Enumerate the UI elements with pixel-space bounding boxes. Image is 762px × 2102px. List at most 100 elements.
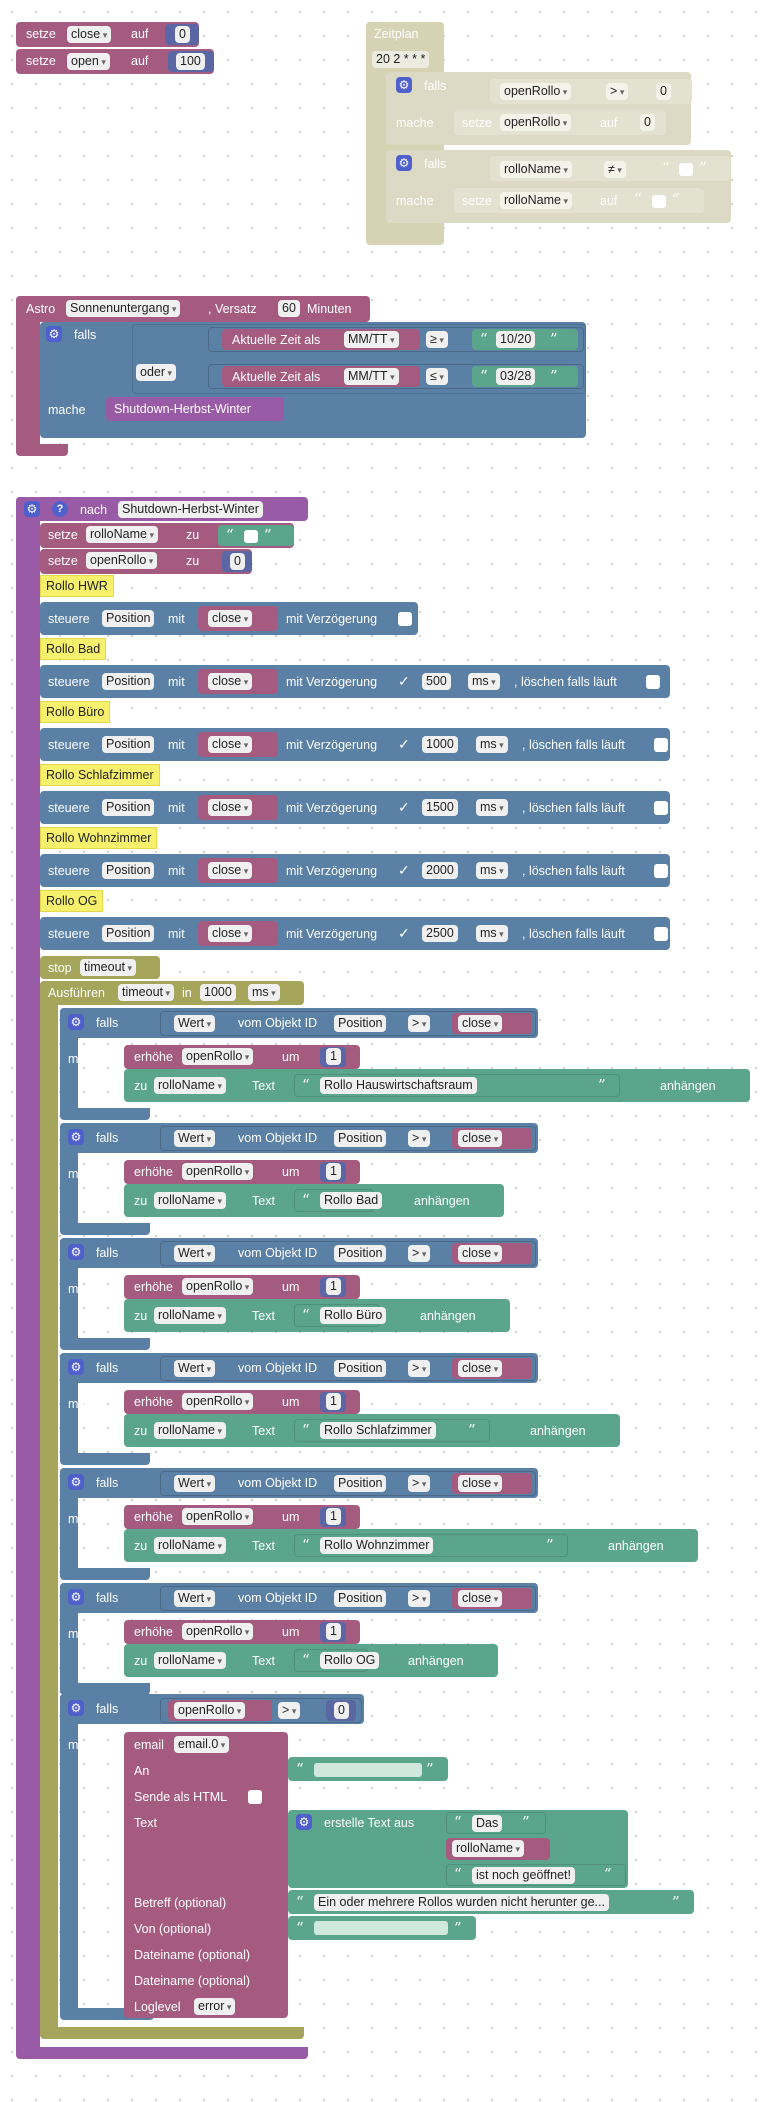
operator-dropdown[interactable]: >	[606, 83, 629, 100]
checkmark-icon[interactable]: ✓	[398, 862, 410, 878]
text-field[interactable]: Rollo Wohnzimmer	[320, 1537, 434, 1554]
var-dropdown[interactable]: openRollo	[500, 83, 572, 100]
offset-field[interactable]: 60	[278, 300, 300, 317]
format-dropdown[interactable]: MM/TT	[344, 368, 399, 385]
operator-dropdown[interactable]: >	[408, 1130, 431, 1147]
var-dropdown[interactable]: close	[208, 799, 253, 816]
procedure-call-block[interactable]	[106, 397, 284, 421]
clear-checkbox[interactable]	[646, 675, 660, 689]
var-dropdown[interactable]: close	[208, 925, 253, 942]
var-dropdown[interactable]: openRollo	[182, 1393, 254, 1410]
value-dropdown[interactable]: Wert	[174, 1360, 216, 1377]
delay-field[interactable]: 500	[422, 673, 451, 690]
text-field[interactable]: Rollo OG	[320, 1652, 380, 1669]
var-dropdown[interactable]: rolloName	[154, 1077, 226, 1094]
var-dropdown[interactable]: openRollo	[182, 1623, 254, 1640]
execute-timeout-block[interactable]	[40, 981, 58, 2037]
unit-dropdown[interactable]: ms	[476, 736, 508, 753]
unit-dropdown[interactable]: ms	[468, 673, 500, 690]
state-field[interactable]: Position	[102, 610, 155, 627]
gear-icon[interactable]: ⚙	[296, 1814, 312, 1830]
object-id-field[interactable]: Position	[334, 1130, 387, 1147]
object-id-field[interactable]: Position	[334, 1590, 387, 1607]
html-checkbox[interactable]	[248, 1790, 262, 1804]
checkmark-icon[interactable]: ✓	[398, 736, 410, 752]
subject-field[interactable]: Ein oder mehrere Rollos wurden nicht her…	[314, 1894, 609, 1911]
gear-icon[interactable]: ⚙	[68, 1244, 84, 1260]
delay-field[interactable]: 1500	[422, 799, 458, 816]
gear-icon[interactable]: ⚙	[46, 326, 62, 342]
text-field[interactable]: 10/20	[496, 331, 536, 348]
timeout-dropdown[interactable]: timeout	[118, 984, 175, 1001]
number-field[interactable]: 100	[176, 53, 205, 70]
number-field[interactable]: 1	[326, 1623, 341, 1640]
comment-2[interactable]: Rollo Büro	[40, 701, 111, 723]
operator-dropdown[interactable]: >	[408, 1475, 431, 1492]
value-dropdown[interactable]: Wert	[174, 1590, 216, 1607]
empty-text-field[interactable]	[244, 530, 258, 543]
var-dropdown[interactable]: close	[458, 1590, 503, 1607]
email-block[interactable]	[124, 1732, 288, 2018]
var-dropdown[interactable]: close	[458, 1360, 503, 1377]
delay-field[interactable]: 2000	[422, 862, 458, 879]
if-block[interactable]	[60, 1694, 78, 2016]
state-field[interactable]: Position	[102, 673, 155, 690]
email-instance-dropdown[interactable]: email.0	[174, 1736, 230, 1753]
var-dropdown[interactable]: openRollo	[86, 552, 158, 569]
text-field[interactable]: Rollo Hauswirtschaftsraum	[320, 1077, 477, 1094]
gear-icon[interactable]: ⚙	[68, 1589, 84, 1605]
gear-icon[interactable]: ⚙	[396, 155, 412, 171]
object-id-field[interactable]: Position	[334, 1015, 387, 1032]
procedure-definition-block[interactable]	[16, 497, 40, 2057]
var-dropdown-close[interactable]: close	[67, 26, 112, 43]
value-dropdown[interactable]: Wert	[174, 1015, 216, 1032]
astro-event-dropdown[interactable]: Sonnenuntergang	[66, 300, 181, 317]
delay-checkbox[interactable]	[398, 612, 412, 626]
text-field[interactable]: ist noch geöffnet!	[472, 1867, 575, 1884]
var-dropdown[interactable]: close	[458, 1245, 503, 1262]
gear-icon[interactable]: ⚙	[68, 1359, 84, 1375]
object-id-field[interactable]: Position	[334, 1245, 387, 1262]
help-icon[interactable]: ?	[52, 501, 68, 517]
comment-1[interactable]: Rollo Bad	[40, 638, 107, 660]
gear-icon[interactable]: ⚙	[396, 77, 412, 93]
var-dropdown[interactable]: close	[458, 1475, 503, 1492]
state-field[interactable]: Position	[102, 736, 155, 753]
delay-field[interactable]: 1000	[422, 736, 458, 753]
astro-trigger-block[interactable]	[16, 296, 40, 454]
var-dropdown[interactable]: close	[458, 1015, 503, 1032]
clear-checkbox[interactable]	[654, 927, 668, 941]
comment-0[interactable]: Rollo HWR	[40, 575, 114, 597]
number-field[interactable]: 1	[326, 1163, 341, 1180]
comment-3[interactable]: Rollo Schlafzimmer	[40, 764, 160, 786]
clear-checkbox[interactable]	[654, 864, 668, 878]
loglevel-dropdown[interactable]: error	[194, 1998, 236, 2015]
number-field[interactable]: 0	[334, 1702, 349, 1719]
text-field[interactable]: Rollo Büro	[320, 1307, 387, 1324]
unit-dropdown[interactable]: ms	[248, 984, 280, 1001]
timeout-dropdown[interactable]: timeout	[80, 959, 137, 976]
object-id-field[interactable]: Position	[334, 1475, 387, 1492]
var-dropdown[interactable]: close	[208, 862, 253, 879]
var-dropdown[interactable]: openRollo	[500, 114, 572, 131]
var-dropdown[interactable]: openRollo	[174, 1702, 246, 1719]
number-field[interactable]: 0	[230, 553, 245, 570]
empty-text-field[interactable]	[314, 1763, 422, 1777]
text-field[interactable]: Das	[472, 1815, 503, 1832]
operator-dropdown[interactable]: >	[408, 1590, 431, 1607]
number-field[interactable]: 1	[326, 1048, 341, 1065]
var-dropdown[interactable]: close	[208, 736, 253, 753]
var-dropdown[interactable]: rolloName	[500, 161, 572, 178]
var-dropdown[interactable]: rolloName	[154, 1307, 226, 1324]
var-dropdown[interactable]: close	[208, 610, 253, 627]
state-field[interactable]: Position	[102, 862, 155, 879]
var-dropdown[interactable]: rolloName	[154, 1422, 226, 1439]
operator-dropdown[interactable]: >	[408, 1360, 431, 1377]
empty-text-field[interactable]	[679, 163, 693, 176]
var-dropdown[interactable]: rolloName	[500, 192, 572, 209]
var-dropdown[interactable]: openRollo	[182, 1048, 254, 1065]
operator-dropdown[interactable]: ≥	[426, 331, 448, 348]
format-dropdown[interactable]: MM/TT	[344, 331, 399, 348]
var-dropdown[interactable]: rolloName	[86, 526, 158, 543]
comment-5[interactable]: Rollo OG	[40, 890, 104, 912]
